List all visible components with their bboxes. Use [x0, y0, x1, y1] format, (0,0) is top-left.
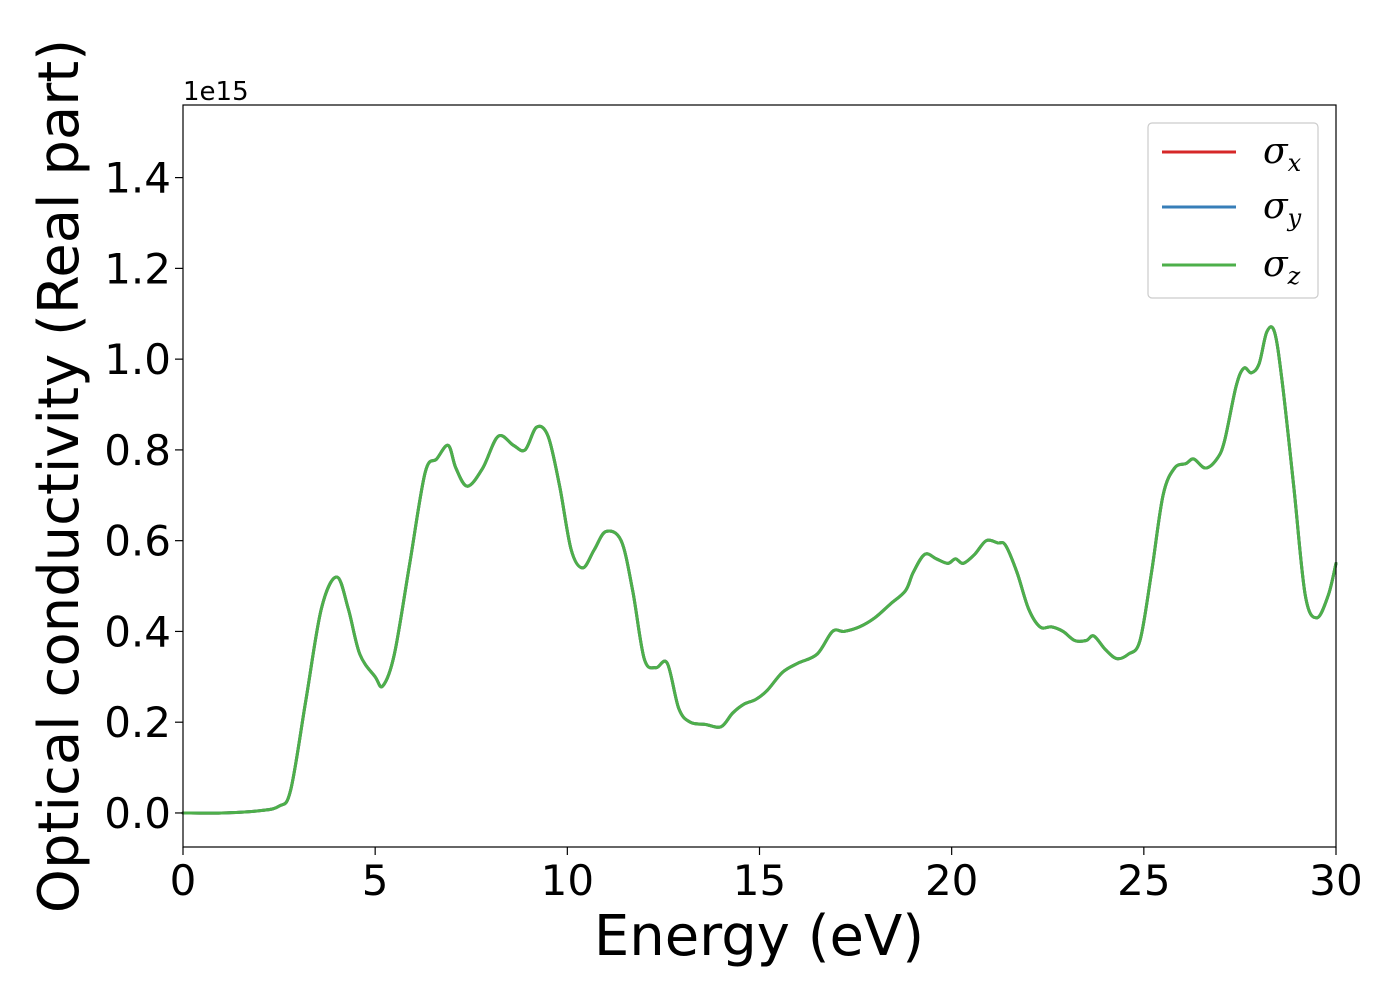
series-line-z [181, 325, 1338, 815]
y-tick-label: 1.4 [104, 154, 171, 203]
x-tick-label: 5 [362, 856, 389, 905]
x-tick-label: 25 [1117, 856, 1170, 905]
y-tick-label: 0.2 [104, 698, 171, 747]
legend-label-z: σz [1263, 244, 1301, 290]
legend-label-subscript: z [1287, 262, 1301, 290]
y-tick-label: 1.2 [104, 244, 171, 293]
y-axis-label: Optical conductivity (Real part) [27, 39, 92, 913]
x-tick-label: 0 [170, 856, 197, 905]
x-axis-label: Energy (eV) [594, 904, 924, 969]
series-layer [181, 325, 1338, 815]
y-tick-label: 1.0 [104, 335, 171, 384]
plot-area [183, 105, 1336, 847]
y-tick-label: 0.4 [104, 607, 171, 656]
legend-label-subscript: x [1288, 149, 1302, 177]
x-axis-ticks: 0 5 10 15 20 25 30 [170, 847, 1363, 905]
legend-label-x: σx [1263, 131, 1302, 177]
legend-label-base: σ [1263, 244, 1289, 285]
y-offset-label: 1e15 [183, 77, 249, 107]
x-tick-label: 10 [541, 856, 594, 905]
legend-label-subscript: y [1287, 204, 1302, 232]
x-tick-label: 30 [1309, 856, 1362, 905]
legend-box [1147, 122, 1319, 299]
x-tick-label: 15 [733, 856, 786, 905]
y-tick-label: 0.6 [104, 517, 171, 566]
legend-label-base: σ [1263, 131, 1289, 172]
legend-label-y: σy [1263, 186, 1302, 232]
x-tick-label: 20 [925, 856, 978, 905]
plot-frame [182, 104, 1337, 848]
y-axis-ticks: 0.0 0.2 0.4 0.6 0.8 1.0 1.2 1.4 [104, 154, 183, 838]
y-tick-label: 0.0 [104, 789, 171, 838]
y-tick-label: 0.8 [104, 426, 171, 475]
legend-label-base: σ [1263, 186, 1289, 227]
